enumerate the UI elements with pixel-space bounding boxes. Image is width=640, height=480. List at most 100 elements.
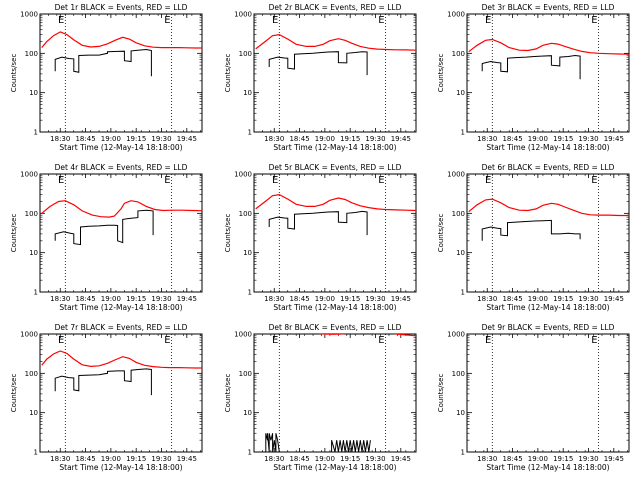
x-tick-label: 19:45 <box>391 295 411 303</box>
plot-frame <box>39 173 203 293</box>
y-axis-label: Counts/sec <box>224 54 232 93</box>
x-tick-label: 18:45 <box>502 135 522 143</box>
y-tick-label: 10 <box>456 249 465 257</box>
x-tick-label: 18:45 <box>289 295 309 303</box>
plot-frame <box>466 13 630 133</box>
x-tick-label: 19:15 <box>340 295 360 303</box>
x-axis-label: Start Time (12-May-14 18:18:00) <box>273 143 396 152</box>
x-tick-label: 19:45 <box>177 455 197 463</box>
x-tick-label: 19:00 <box>528 295 548 303</box>
x-tick-label: 19:00 <box>101 295 121 303</box>
lld-series-line <box>255 193 416 212</box>
x-tick-label: 19:00 <box>315 455 335 463</box>
x-tick-label: 19:30 <box>578 455 598 463</box>
x-axis-label: Start Time (12-May-14 18:18:00) <box>273 303 396 312</box>
panel-det-9r: Det 9r BLACK = Events, RED = LLD 1 10 100 10… <box>437 323 630 472</box>
y-tick-label: 1 <box>461 449 465 457</box>
x-tick-label: 19:30 <box>365 455 385 463</box>
x-axis-label: Start Time (12-May-14 18:18:00) <box>486 463 609 472</box>
plot-frame <box>466 333 630 453</box>
event-marker-label: E <box>591 335 597 346</box>
panel-title: Det 6r BLACK = Events, RED = LLD <box>482 163 615 172</box>
y-tick-label: 100 <box>239 50 252 58</box>
event-marker-label: E <box>272 335 278 346</box>
y-axis-label: Counts/sec <box>10 214 18 253</box>
x-tick-label: 18:45 <box>75 135 95 143</box>
x-tick-label: 18:30 <box>477 455 497 463</box>
y-tick-label: 1000 <box>20 171 38 179</box>
event-marker-label: E <box>591 15 597 26</box>
panel-det-7r: Det 7r BLACK = Events, RED = LLD 1 10 100 10… <box>10 323 203 472</box>
events-series-line <box>481 54 581 80</box>
x-tick-label: 18:30 <box>50 295 70 303</box>
y-tick-label: 10 <box>29 89 38 97</box>
y-tick-label: 1 <box>248 289 252 297</box>
x-tick-label: 19:00 <box>528 455 548 463</box>
y-tick-label: 1 <box>34 449 38 457</box>
x-tick-label: 19:15 <box>126 295 146 303</box>
y-tick-label: 10 <box>456 89 465 97</box>
x-tick-label: 18:45 <box>75 295 95 303</box>
y-tick-label: 1000 <box>234 171 252 179</box>
y-tick-label: 100 <box>25 210 38 218</box>
event-marker-label: E <box>485 15 491 26</box>
panel-det-2r: Det 2r BLACK = Events, RED = LLD 1 10 100 10… <box>224 3 417 152</box>
y-axis-label: Counts/sec <box>224 374 232 413</box>
panel-title: Det 3r BLACK = Events, RED = LLD <box>482 3 615 12</box>
lld-series-line <box>41 200 202 218</box>
x-tick-label: 19:45 <box>604 135 624 143</box>
events-series-line <box>481 219 581 241</box>
x-tick-label: 18:30 <box>264 295 284 303</box>
panel-title: Det 1r BLACK = Events, RED = LLD <box>55 3 188 12</box>
x-tick-label: 19:15 <box>340 455 360 463</box>
y-axis-label: Counts/sec <box>437 54 445 93</box>
y-tick-label: 100 <box>25 370 38 378</box>
x-tick-label: 19:00 <box>315 135 335 143</box>
events-series-line <box>54 209 154 246</box>
event-marker-label: E <box>485 175 491 186</box>
panel-title: Det 4r BLACK = Events, RED = LLD <box>55 163 188 172</box>
y-tick-label: 100 <box>25 50 38 58</box>
panel-title: Det 8r BLACK = Events, RED = LLD <box>269 323 402 332</box>
panel-det-1r: Det 1r BLACK = Events, RED = LLD 1 10 100 10… <box>10 3 203 152</box>
plot-frame <box>253 173 417 293</box>
events-series-line <box>268 51 368 76</box>
event-marker-label: E <box>378 335 384 346</box>
event-marker-label: E <box>164 175 170 186</box>
y-tick-label: 100 <box>239 370 252 378</box>
y-tick-label: 1 <box>248 449 252 457</box>
panel-det-5r: Det 5r BLACK = Events, RED = LLD 1 10 100 10… <box>224 163 417 312</box>
panel-title: Det 5r BLACK = Events, RED = LLD <box>269 163 402 172</box>
events-series-line <box>54 368 152 396</box>
y-tick-label: 1000 <box>234 331 252 339</box>
y-axis-label: Counts/sec <box>224 214 232 253</box>
x-tick-label: 19:45 <box>604 455 624 463</box>
x-axis-label: Start Time (12-May-14 18:18:00) <box>273 463 396 472</box>
x-axis-label: Start Time (12-May-14 18:18:00) <box>59 463 182 472</box>
events-series-line <box>268 210 368 236</box>
x-tick-label: 19:45 <box>391 135 411 143</box>
x-tick-label: 19:00 <box>315 295 335 303</box>
plot-frame <box>253 13 417 133</box>
event-marker-label: E <box>58 15 64 26</box>
y-axis-label: Counts/sec <box>10 54 18 93</box>
panel-det-6r: Det 6r BLACK = Events, RED = LLD 1 10 100 10… <box>437 163 630 312</box>
lld-series-line <box>41 31 202 49</box>
x-tick-label: 19:15 <box>553 135 573 143</box>
y-tick-label: 10 <box>243 89 252 97</box>
x-tick-label: 19:30 <box>151 455 171 463</box>
x-tick-label: 18:30 <box>50 135 70 143</box>
panel-det-8r: Det 8r BLACK = Events, RED = LLD 1 10 100 10… <box>224 323 417 472</box>
y-tick-label: 100 <box>239 210 252 218</box>
y-tick-label: 100 <box>452 370 465 378</box>
event-marker-label: E <box>164 15 170 26</box>
x-tick-label: 18:30 <box>50 455 70 463</box>
y-tick-label: 1000 <box>447 331 465 339</box>
lld-series-line <box>468 198 629 217</box>
lld-series-line <box>255 33 416 51</box>
event-marker-label: E <box>378 175 384 186</box>
lld-series-line <box>41 350 202 369</box>
y-tick-label: 1 <box>248 129 252 137</box>
x-tick-label: 18:45 <box>75 455 95 463</box>
